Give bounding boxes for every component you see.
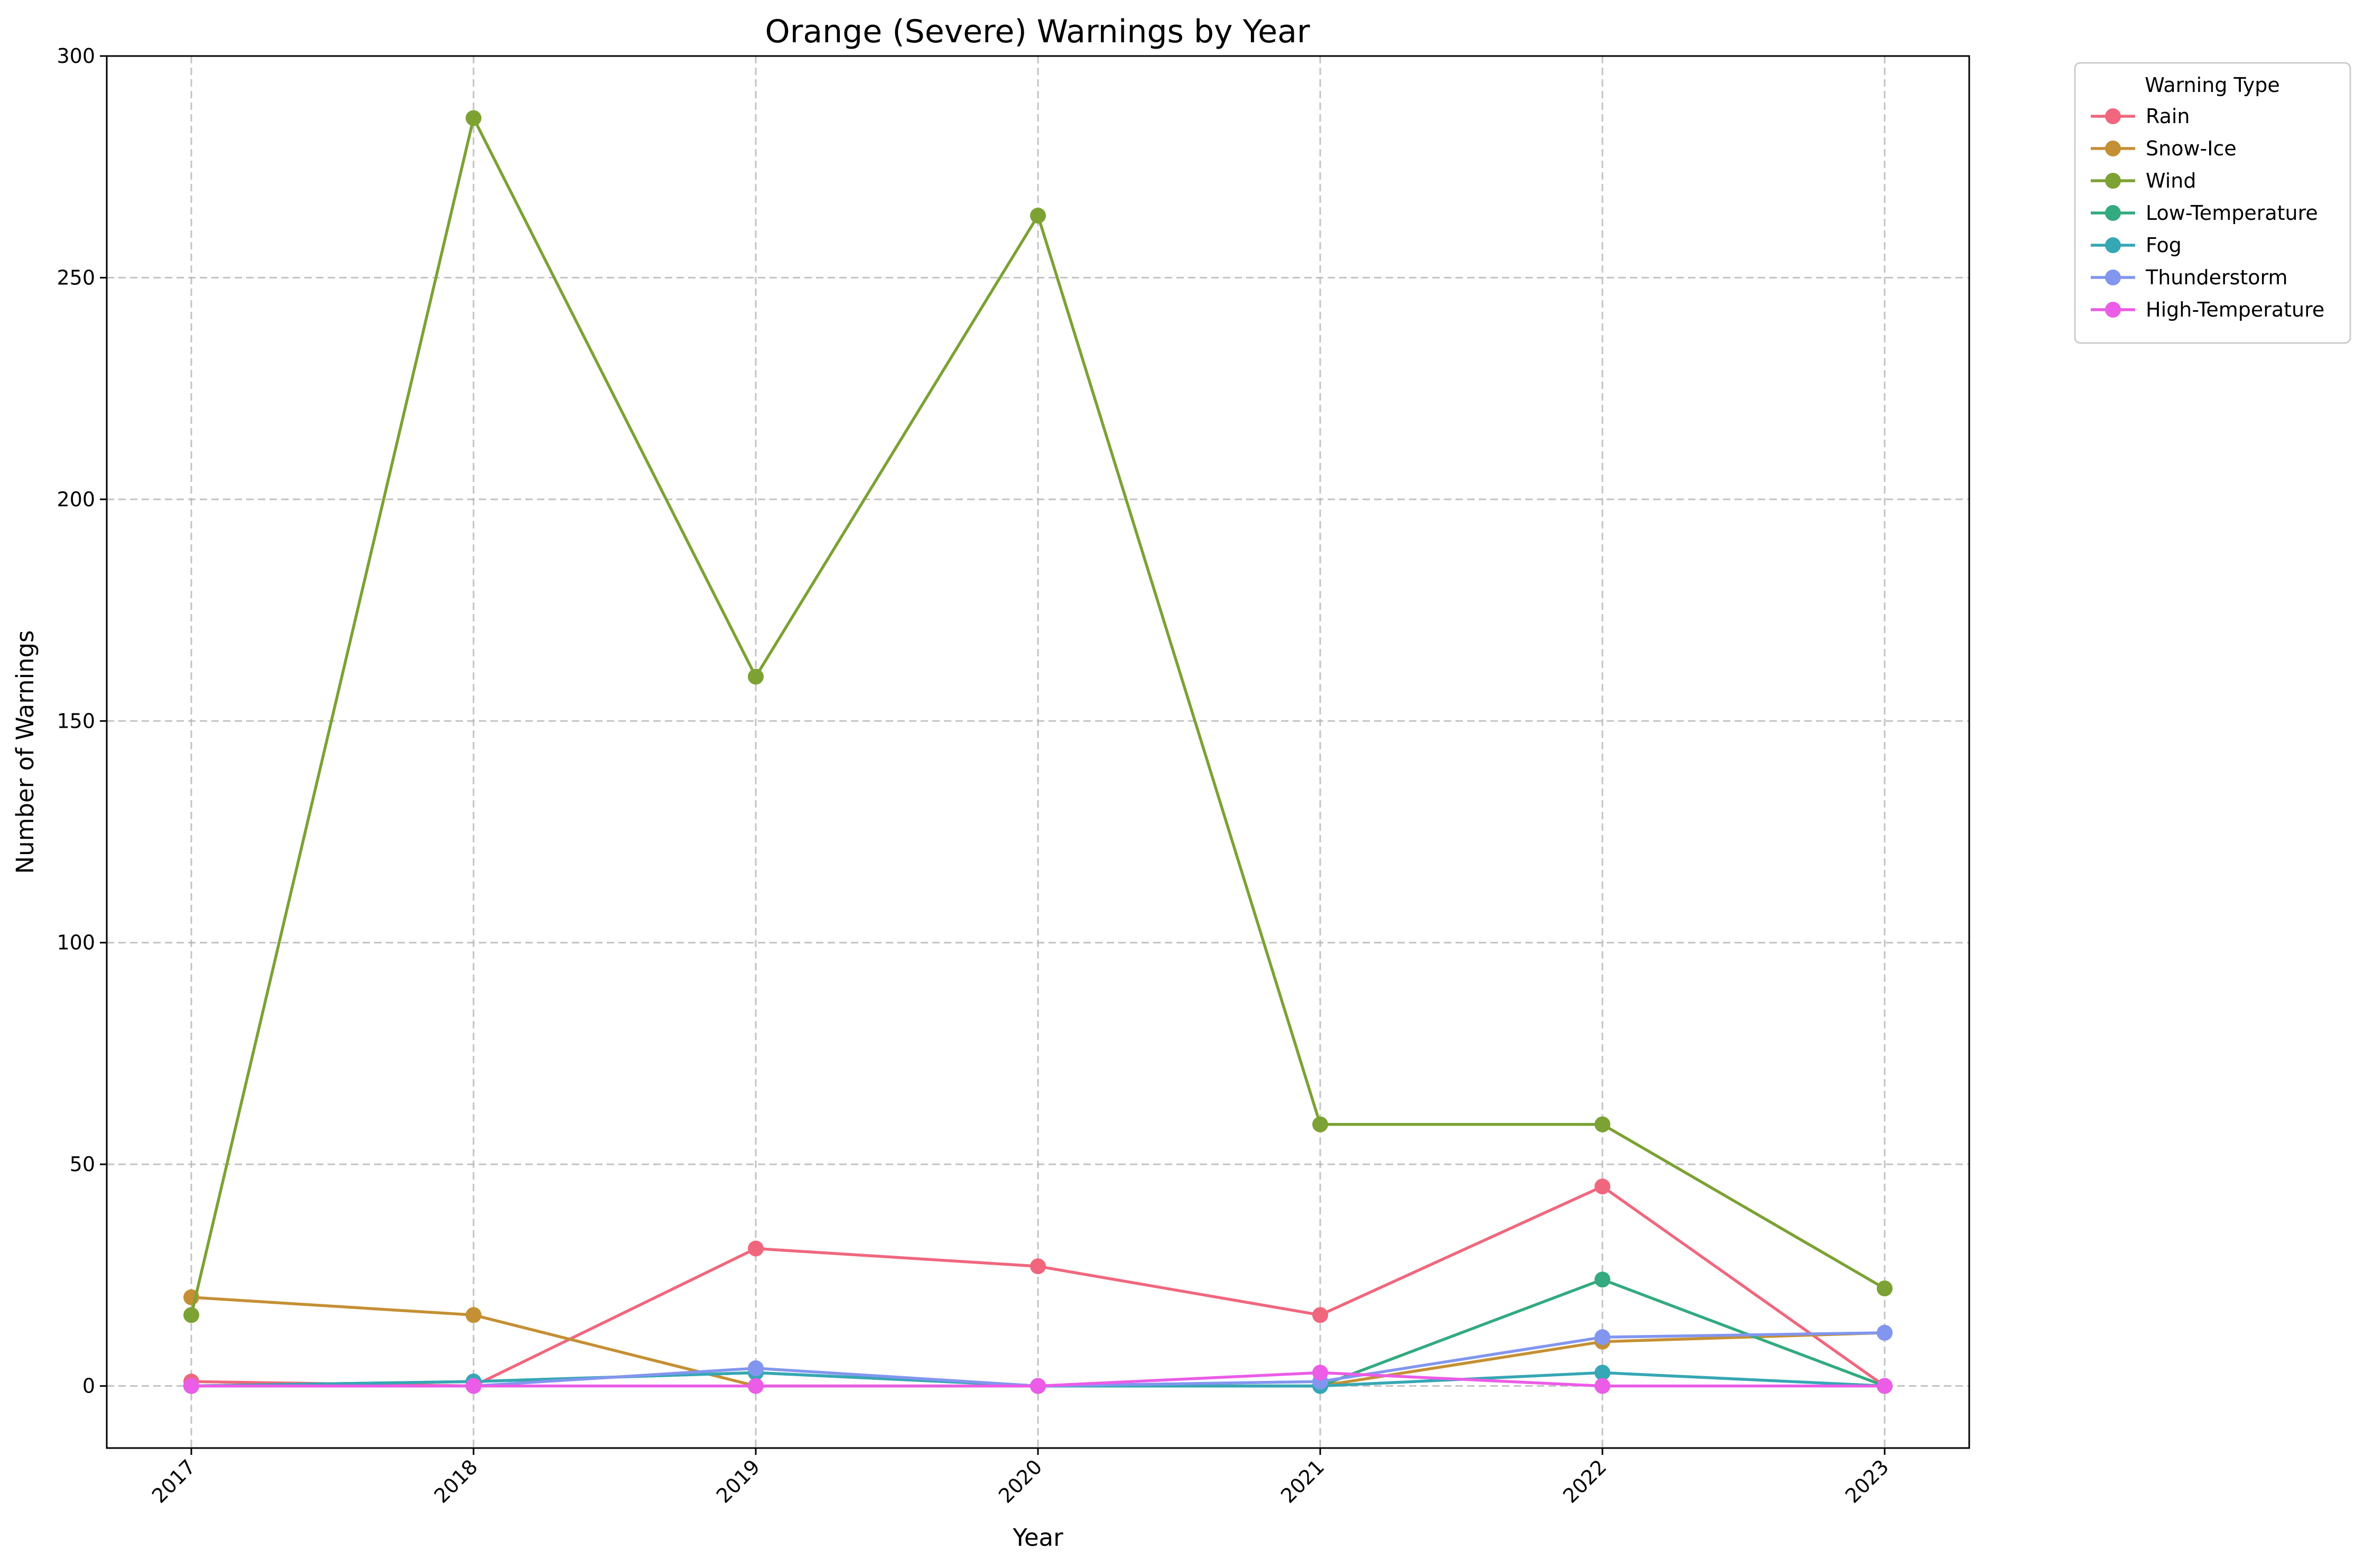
y-tick-label: 50 (70, 1153, 95, 1176)
legend-item: Low-Temperature (2091, 201, 2318, 225)
legend-label: High-Temperature (2146, 298, 2324, 321)
series-group (183, 110, 1893, 1394)
data-point (466, 110, 481, 126)
data-point (1594, 1272, 1610, 1288)
y-tick-label: 0 (82, 1375, 95, 1398)
plot-frame (106, 55, 1970, 1449)
data-point (1312, 1307, 1328, 1323)
data-point (1312, 1365, 1328, 1381)
y-tick-label: 150 (57, 709, 95, 732)
legend-frame (2074, 62, 2351, 344)
data-point (748, 1360, 764, 1377)
legend-items: Rain Snow-Ice Wind Low-Temperature Fog Thunde… (2091, 105, 2324, 321)
legend: Warning Type Rain Snow-Ice Wind Low-Tempera… (2074, 62, 2351, 344)
data-point (183, 1307, 199, 1323)
legend-label: Fog (2146, 234, 2182, 257)
legend-item: High-Temperature (2091, 298, 2324, 321)
data-point (748, 669, 764, 685)
y-tick-label: 200 (57, 488, 95, 511)
legend-swatch-marker (2105, 270, 2121, 285)
y-axis-ticks: 0 50 100 150 200 250 300 (57, 44, 107, 1398)
legend-item: Snow-Ice (2091, 137, 2237, 160)
legend-swatch-marker (2105, 173, 2121, 189)
y-tick-label: 250 (57, 266, 95, 289)
data-point (748, 1378, 764, 1394)
data-point (183, 1378, 199, 1394)
legend-label: Rain (2146, 105, 2190, 128)
data-point (1877, 1281, 1893, 1297)
data-point (1594, 1179, 1610, 1195)
legend-label: Wind (2146, 169, 2196, 192)
data-point (1594, 1329, 1610, 1346)
series-high-temperature (183, 1365, 1893, 1394)
data-point (1877, 1324, 1893, 1341)
data-point (1030, 207, 1046, 224)
series-wind (183, 110, 1893, 1323)
data-point (1594, 1378, 1610, 1394)
legend-swatch-marker (2105, 237, 2121, 253)
legend-swatch-marker (2105, 205, 2121, 221)
data-point (1594, 1365, 1610, 1381)
legend-label: Snow-Ice (2146, 137, 2237, 160)
legend-label: Thunderstorm (2145, 266, 2288, 289)
y-tick-label: 300 (57, 44, 95, 68)
legend-label: Low-Temperature (2146, 201, 2318, 225)
legend-item: Thunderstorm (2091, 266, 2288, 289)
data-point (1877, 1378, 1893, 1394)
legend-item: Wind (2091, 169, 2196, 192)
legend-title: Warning Type (2145, 73, 2280, 97)
legend-item: Rain (2091, 105, 2190, 128)
legend-swatch-marker (2105, 302, 2121, 318)
legend-swatch-marker (2105, 108, 2121, 124)
data-point (466, 1307, 481, 1323)
legend-swatch-marker (2105, 141, 2121, 156)
data-point (1312, 1116, 1328, 1133)
data-point (1030, 1378, 1046, 1394)
data-point (1594, 1116, 1610, 1133)
y-tick-label: 100 (57, 931, 95, 954)
x-axis-label: Year (1012, 1524, 1063, 1552)
legend-item: Fog (2091, 234, 2182, 257)
y-axis-label: Number of Warnings (11, 630, 39, 874)
data-point (466, 1378, 481, 1394)
data-point (748, 1240, 764, 1257)
data-point (1030, 1258, 1046, 1275)
chart-title: Orange (Severe) Warnings by Year (765, 13, 1310, 50)
